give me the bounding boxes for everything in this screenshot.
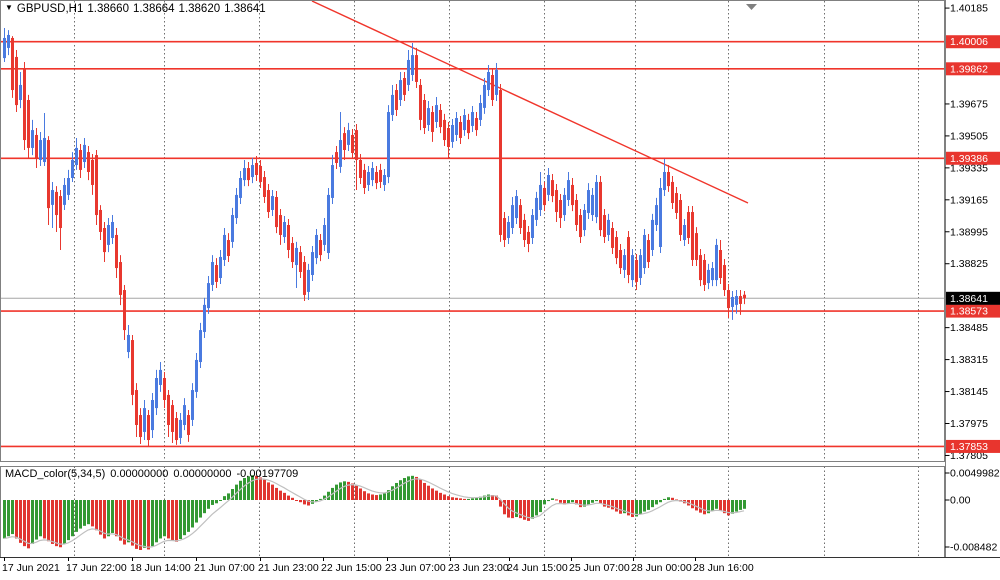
- svg-text:21 Jun 07:00: 21 Jun 07:00: [194, 562, 255, 574]
- svg-text:17 Jun 2021: 17 Jun 2021: [2, 562, 60, 574]
- ohlc-high: 1.38664: [132, 3, 175, 15]
- trendline: [311, 0, 749, 204]
- candlesticks: [3, 28, 746, 447]
- chart-title: ▼ GBPUSD,H1 1.38660 1.38664 1.38620 1.38641: [5, 3, 270, 15]
- symbol-period-label: GBPUSD,H1: [16, 3, 84, 15]
- svg-text:1.39386: 1.39386: [950, 153, 988, 165]
- svg-text:1.39165: 1.39165: [950, 194, 988, 206]
- svg-text:0.0049982: 0.0049982: [950, 468, 1000, 480]
- svg-text:1.39675: 1.39675: [950, 98, 988, 110]
- indicator-label: MACD_color(5,34,5) 0.00000000 0.00000000 -0…: [5, 468, 303, 480]
- svg-text:1.40006: 1.40006: [950, 36, 988, 48]
- svg-text:0.00: 0.00: [950, 495, 971, 507]
- pane-borders: [0, 0, 1000, 558]
- svg-text:17 Jun 22:00: 17 Jun 22:00: [66, 562, 127, 574]
- svg-text:-0.008482: -0.008482: [950, 542, 997, 554]
- support-resistance-lines: [0, 40, 945, 448]
- trendline-group: [311, 0, 749, 204]
- macd-histogram: [3, 475, 746, 550]
- chart-shift-marker-icon: [746, 4, 757, 10]
- svg-text:1.38825: 1.38825: [950, 258, 988, 270]
- svg-text:1.38315: 1.38315: [950, 354, 988, 366]
- ohlc-open: 1.38660: [87, 3, 129, 15]
- svg-text:1.38485: 1.38485: [950, 322, 988, 334]
- shift-marker-group: [746, 4, 757, 10]
- svg-text:1.38995: 1.38995: [950, 226, 988, 238]
- svg-text:1.37853: 1.37853: [950, 441, 988, 453]
- svg-text:1.38641: 1.38641: [950, 293, 988, 305]
- svg-text:24 Jun 15:00: 24 Jun 15:00: [507, 562, 568, 574]
- time-axis[interactable]: 17 Jun 2021 17 Jun 22:00 18 Jun 14:00 21 Ju…: [2, 557, 754, 575]
- svg-text:1.39505: 1.39505: [950, 130, 988, 142]
- ohlc-close: 1.38641: [224, 3, 266, 15]
- svg-text:28 Jun 16:00: 28 Jun 16:00: [693, 562, 754, 574]
- svg-text:23 Jun 07:00: 23 Jun 07:00: [385, 562, 446, 574]
- svg-text:1.39335: 1.39335: [950, 162, 988, 174]
- svg-text:1.38573: 1.38573: [950, 306, 988, 318]
- indicator-value-3: -0.00197709: [236, 468, 299, 480]
- svg-text:1.38145: 1.38145: [950, 386, 988, 398]
- svg-text:28 Jun 00:00: 28 Jun 00:00: [631, 562, 692, 574]
- indicator-name: MACD_color(5,34,5): [5, 468, 106, 480]
- svg-text:21 Jun 23:00: 21 Jun 23:00: [258, 562, 319, 574]
- indicator-value-1: 0.00000000: [110, 468, 169, 480]
- indicator-value-2: 0.00000000: [173, 468, 232, 480]
- current-price-label: [946, 291, 1000, 305]
- svg-text:23 Jun 23:00: 23 Jun 23:00: [448, 562, 509, 574]
- svg-text:22 Jun 15:00: 22 Jun 15:00: [321, 562, 382, 574]
- svg-text:1.39862: 1.39862: [950, 63, 988, 75]
- svg-text:1.40185: 1.40185: [950, 3, 988, 15]
- symbol-dropdown-icon[interactable]: ▼: [5, 3, 13, 12]
- svg-text:1.37805: 1.37805: [950, 450, 988, 462]
- macd-axis[interactable]: 0.0049982 0.00 -0.008482: [945, 468, 1000, 554]
- svg-text:25 Jun 07:00: 25 Jun 07:00: [569, 562, 630, 574]
- ohlc-low: 1.38620: [178, 3, 221, 15]
- macd-signal-line: [3, 478, 745, 548]
- svg-text:18 Jun 14:00: 18 Jun 14:00: [130, 562, 191, 574]
- price-axis[interactable]: 1.40185 1.39675 1.39505 1.39335 1.39165 1.389…: [945, 3, 1000, 462]
- svg-text:1.37975: 1.37975: [950, 418, 988, 430]
